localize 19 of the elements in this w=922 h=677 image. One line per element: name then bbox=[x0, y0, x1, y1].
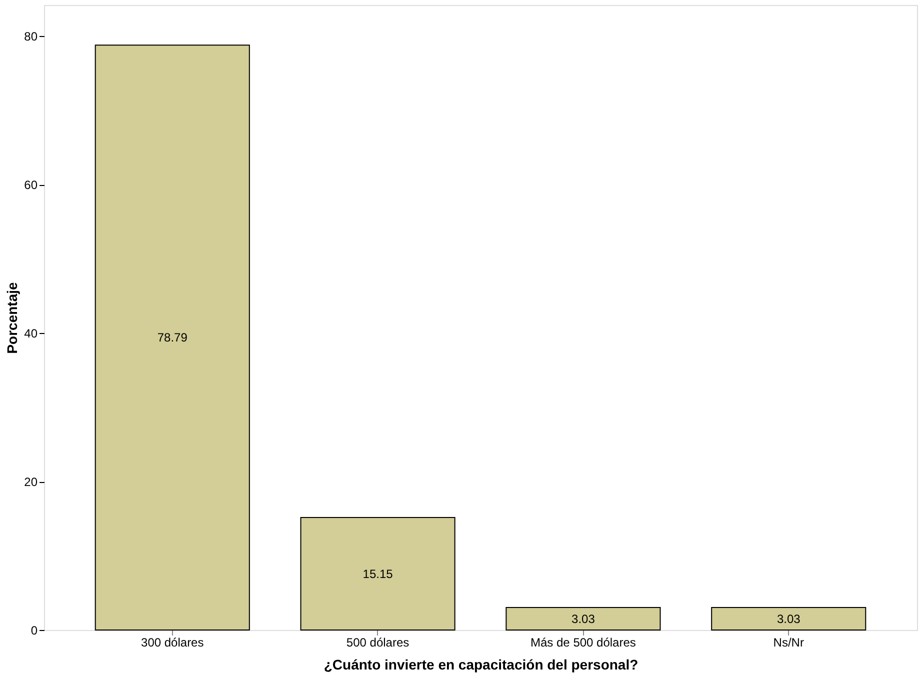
data-label: 3.03 bbox=[572, 612, 596, 626]
x-tick-label: 300 dólares bbox=[141, 636, 204, 650]
x-tick-label: Más de 500 dólares bbox=[530, 636, 636, 650]
x-tick-label: Ns/Nr bbox=[773, 636, 804, 650]
y-tick-label: 80 bbox=[24, 30, 38, 44]
data-label: 15.15 bbox=[362, 566, 394, 581]
bar bbox=[300, 517, 456, 630]
data-label: 78.79 bbox=[157, 330, 188, 345]
x-tick-label: 500 dólares bbox=[346, 636, 410, 650]
y-tick-label: 0 bbox=[30, 624, 38, 638]
y-tick-label: 40 bbox=[24, 326, 38, 341]
bar bbox=[94, 44, 250, 630]
bar bbox=[711, 607, 866, 630]
y-tick-label: 20 bbox=[24, 475, 38, 490]
data-label: 3.03 bbox=[776, 612, 801, 626]
y-axis-title: Porcentaje bbox=[4, 282, 20, 354]
y-tick-label: 60 bbox=[24, 178, 38, 192]
x-axis-title: ¿Cuánto invierte en capacitación del personal? bbox=[324, 656, 638, 672]
bar bbox=[506, 607, 661, 630]
